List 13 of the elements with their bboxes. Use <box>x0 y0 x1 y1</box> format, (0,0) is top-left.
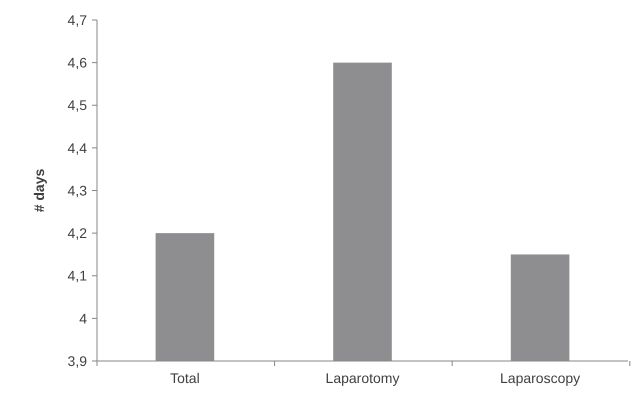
x-tick-label: Laparoscopy <box>500 370 580 386</box>
x-tick-label: Laparotomy <box>326 370 400 386</box>
y-tick-label: 4,2 <box>68 225 88 242</box>
y-tick-label: 4,5 <box>68 97 88 114</box>
y-tick-label: 4 <box>79 310 88 326</box>
y-tick-label: 4,3 <box>68 182 88 198</box>
y-tick-label: 3,9 <box>68 352 88 369</box>
x-tick-label: Total <box>170 370 200 386</box>
y-axis-title: # days <box>31 168 47 212</box>
y-tick-label: 4,7 <box>68 12 88 28</box>
y-tick-label: 4,4 <box>68 140 88 156</box>
y-tick-label: 4,6 <box>68 54 88 71</box>
y-tick-label: 4,1 <box>68 268 88 284</box>
